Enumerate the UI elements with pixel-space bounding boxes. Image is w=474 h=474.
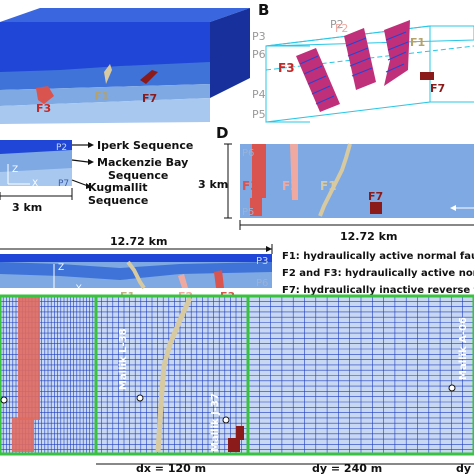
panel-letter-b: B — [258, 1, 269, 19]
layer-pale — [0, 98, 210, 124]
fault-f1-a — [104, 64, 112, 84]
label-p6-e: P6 — [256, 278, 268, 289]
section-c-deep — [0, 140, 72, 154]
block-top-face — [0, 8, 250, 22]
panel-a: F3 F1 F7 — [0, 8, 250, 124]
fault-f3-f-lower — [12, 418, 34, 452]
fault-f1-d — [318, 143, 352, 217]
fault-f2-b-mesh — [345, 37, 373, 77]
label-dy-cut: dy — [456, 462, 471, 474]
section-c-mid — [0, 150, 72, 172]
scale-c-label: 3 km — [12, 201, 42, 214]
label-f3-a: F3 — [36, 102, 51, 115]
fault-f3-f-upper — [18, 296, 40, 420]
fault-f7-a — [140, 70, 158, 84]
panel-b: B P2 P3 P6 P4 P5 F2 F — [252, 1, 474, 123]
label-f2-d: F2 — [282, 179, 299, 193]
legend-line-1: F1: hydraulically active normal fau — [282, 251, 474, 262]
arrow-mackenzie — [71, 159, 89, 163]
panel-f: Mallik L-38 Mallik J-37 Mallik A-06 dx =… — [0, 294, 474, 474]
panel-c: P2 P7 Z X Iperk Sequence Mackenzie Bay S… — [0, 139, 193, 214]
label-p4-b: P4 — [252, 88, 266, 101]
label-f7-b: F7 — [430, 82, 445, 95]
fault-f3-d — [250, 144, 266, 216]
fault-f2-d — [290, 144, 298, 200]
label-p5-b: P5 — [252, 108, 266, 121]
fault-f1-b-mesh — [385, 31, 409, 73]
scale-d-horizontal-label: 12.72 km — [340, 230, 397, 243]
scale-e-label: 12.72 km — [110, 235, 167, 248]
arrow-kugmallit-head — [86, 183, 92, 189]
label-p2-c: P2 — [56, 143, 67, 153]
scale-d-vertical-label: 3 km — [198, 178, 228, 191]
fault-f1-e — [126, 260, 146, 290]
arrow-kugmallit — [71, 179, 89, 187]
well-marker-j37 — [222, 416, 230, 424]
fault-f7-f-a — [228, 438, 240, 452]
label-mackenzie-1: Mackenzie Bay — [97, 156, 188, 169]
well-marker-l38 — [136, 394, 144, 402]
label-mackenzie-2: Sequence — [108, 169, 168, 182]
label-kugmallit-2: Sequence — [88, 194, 148, 207]
label-p2-b: P2 — [330, 18, 344, 31]
axis-d-arrow-head — [450, 205, 456, 211]
label-dy: dy = 240 m — [312, 462, 382, 474]
fault-f1-b — [384, 20, 410, 86]
label-p5-d: P5 — [242, 207, 254, 218]
fault-f7-f-b — [236, 426, 244, 440]
label-z-e: Z — [58, 263, 64, 273]
label-well-a06: Mallik A-06 — [458, 317, 469, 380]
arrow-iperk-head — [88, 142, 94, 148]
label-kugmallit-1: Kugmallit — [88, 181, 148, 194]
label-dx: dx = 120 m — [136, 462, 206, 474]
label-p6-d: P6 — [242, 148, 254, 159]
label-f2-b: F2 — [335, 22, 348, 35]
mesh-region-right — [246, 294, 474, 456]
label-f1-b: F1 — [410, 36, 425, 49]
panel-letter-d: D — [216, 124, 228, 142]
fault-f3-e — [214, 270, 224, 288]
label-p7-c: P7 — [58, 179, 69, 189]
block-side-face — [210, 8, 250, 98]
arrow-mackenzie-head — [88, 159, 94, 165]
label-f7-d: F7 — [368, 190, 383, 203]
fault-f7-b — [420, 72, 434, 80]
well-marker-a06 — [448, 384, 456, 392]
label-p6-b: P6 — [252, 48, 266, 61]
panel-d: D P6 P5 F3 F2 F1 F7 3 km 12.72 km — [198, 124, 474, 243]
label-x-c: X — [32, 179, 38, 189]
legend-line-2: F2 and F3: hydraulically active norm — [282, 268, 474, 279]
fault-f2-b — [344, 28, 376, 90]
fault-f7-d — [370, 202, 382, 214]
label-well-l38: Mallik L-38 — [118, 328, 129, 390]
fault-f3-a — [36, 86, 54, 104]
section-d-bg — [240, 144, 474, 218]
label-p3-e: P3 — [256, 256, 268, 267]
label-f1-a: F1 — [94, 90, 109, 103]
label-f1-d: F1 — [320, 179, 337, 193]
legend-line-3: F7: hydraulically inactive reverse f — [282, 285, 474, 296]
fault-f3-b-mesh — [299, 55, 335, 105]
label-iperk: Iperk Sequence — [97, 139, 193, 152]
label-f7-a: F7 — [142, 92, 157, 105]
label-p3-b: P3 — [252, 30, 266, 43]
label-f3-d: F3 — [242, 179, 259, 193]
label-z-c: Z — [12, 165, 18, 175]
scale-e-arrow — [266, 246, 272, 252]
fault-f2-e — [178, 274, 188, 288]
well-marker-left — [0, 396, 8, 404]
label-y-e: Y — [75, 284, 82, 294]
section-e-deep — [0, 254, 272, 262]
panel-e: 12.72 km P3 P6 Z Y F1 F2 F3 F1: hydrauli… — [0, 235, 474, 303]
label-f3-b: F3 — [278, 61, 295, 75]
label-well-j37: Mallik J-37 — [210, 393, 221, 452]
fault-f1-f — [155, 296, 193, 453]
layer-light — [0, 84, 210, 106]
